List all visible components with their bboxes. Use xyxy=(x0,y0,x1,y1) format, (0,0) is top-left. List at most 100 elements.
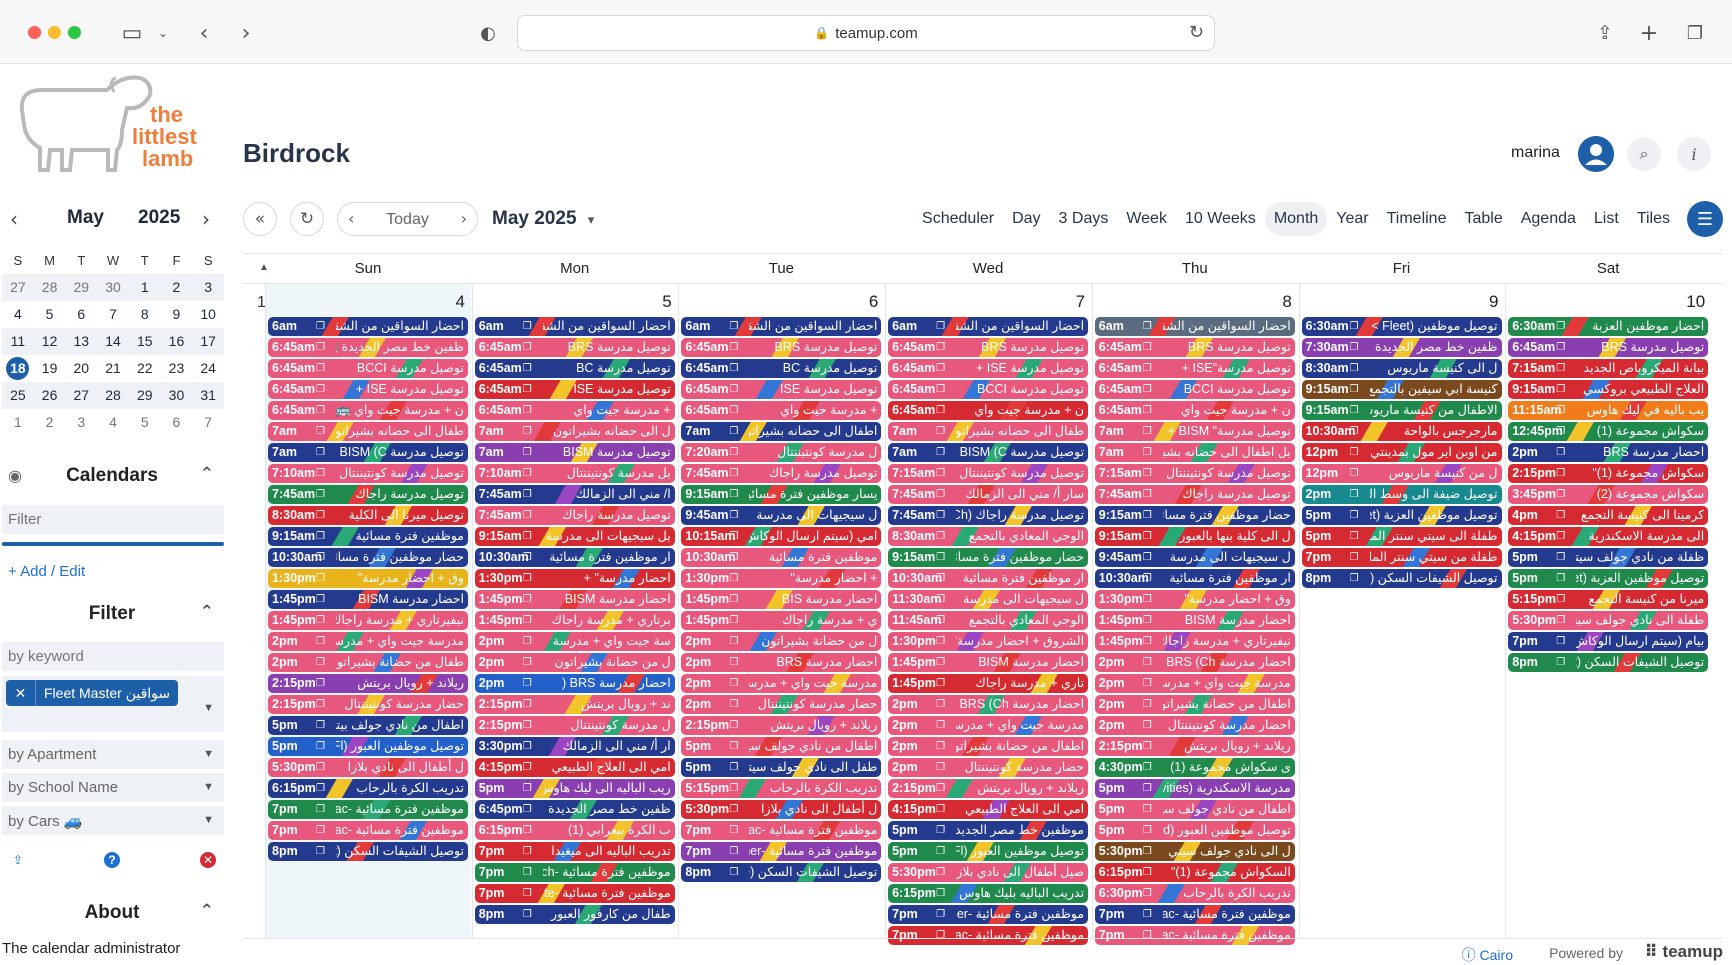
tab-agenda[interactable]: Agenda xyxy=(1520,210,1576,227)
event-chip[interactable]: 6:30pm ❐ تدريب الكرة بالرحاب xyxy=(1094,884,1295,903)
day-number[interactable]: 10 xyxy=(1686,292,1706,311)
event-chip[interactable]: 2pm ❐ احضار مدرسة BRS ( xyxy=(474,674,675,693)
mini-day[interactable]: 19 xyxy=(34,355,66,382)
event-chip[interactable]: 6:45am ❐ توصيل مدرسة BRS xyxy=(1094,338,1295,357)
event-chip[interactable]: 6:45pm ❐ ظفين خط مصر الجديدة xyxy=(474,800,675,819)
mini-day[interactable]: 6 xyxy=(161,409,193,436)
event-chip[interactable]: 8pm ❐ توصيل الشيفات السكن (Fl xyxy=(1301,569,1502,588)
minimize-window-button[interactable] xyxy=(48,26,61,39)
filter-section-header[interactable]: Filter ⌃ xyxy=(0,598,224,628)
event-chip[interactable]: 5pm ❐ توصيل موظفين العزبة (Fleet xyxy=(1508,569,1709,588)
sidebar-toggle-icon[interactable]: ▭ xyxy=(121,20,143,46)
next-period-button[interactable]: › xyxy=(460,209,467,228)
event-chip[interactable]: 2pm ❐ توصيل ضيفة الى وسط البلد xyxy=(1301,485,1502,504)
event-chip[interactable]: 6:45am ❐ توصيل مدرسة ISE + xyxy=(888,359,1089,378)
mini-day[interactable]: 29 xyxy=(65,274,97,301)
event-chip[interactable]: 7pm ❐ موظفين فترة مسائية -teac xyxy=(681,821,882,840)
event-chip[interactable]: 5pm ❐ طفل الى نادي جولف سيتي xyxy=(681,758,882,777)
event-chip[interactable]: 7pm ❐ بيام (سيتم ارسال الوكاش) xyxy=(1508,632,1709,651)
mini-day[interactable]: 3 xyxy=(65,409,97,436)
event-chip[interactable]: 6:45am ❐ ن + مدرسة جيت واي 🚌 xyxy=(268,401,468,420)
mini-day[interactable]: 14 xyxy=(97,328,129,355)
tab-list[interactable]: List xyxy=(1593,210,1619,227)
address-bar[interactable]: 🔒 teamup.com ↻ xyxy=(517,15,1215,51)
tab-table[interactable]: Table xyxy=(1464,210,1503,227)
event-chip[interactable]: 10:30am ❐ مارجرجس بالواحة xyxy=(1301,422,1502,441)
event-chip[interactable]: 1:30pm ❐ + احضار مدرسة" xyxy=(681,569,882,588)
mini-day[interactable]: 1 xyxy=(2,409,34,436)
event-chip[interactable]: 5pm ❐ اطفال من نادي جولف سيتي xyxy=(1094,800,1295,819)
event-chip[interactable]: 7pm ❐ طفلة من سيتي سنتر الماظة xyxy=(1301,548,1502,567)
event-chip[interactable]: 9:15am ❐ الاطفال من كنيسة ماريوس xyxy=(1301,401,1502,420)
event-chip[interactable]: 2:15pm ❐ ند + رويال بريتش xyxy=(474,695,675,714)
event-chip[interactable]: 9:15am ❐ كنيسة ابي سيفين بالتجمع xyxy=(1301,380,1502,399)
mini-day[interactable]: 17 xyxy=(192,328,224,355)
mini-day[interactable]: 2 xyxy=(161,274,193,301)
mini-day[interactable]: 21 xyxy=(97,355,129,382)
event-chip[interactable]: 4:15pm ❐ امي الى العلاج الطبيعي xyxy=(474,758,675,777)
event-chip[interactable]: 2pm ❐ مدرسة جيت واي + مدرسة xyxy=(888,716,1089,735)
logo[interactable]: the littlest lamb xyxy=(12,70,212,180)
event-chip[interactable]: 1:45pm ❐ برتاري + مدرسة راجاك xyxy=(474,611,675,630)
event-chip[interactable]: 2pm ❐ مدرسة جيت واي + مدرسة xyxy=(1094,674,1295,693)
mini-day[interactable]: 5 xyxy=(34,301,66,328)
event-chip[interactable]: 5:30pm ❐ ل أطفال الى نادي بلازا xyxy=(681,800,882,819)
event-chip[interactable]: 5:30pm ❐ طفلة الى نادي جولف سيتي xyxy=(1508,611,1709,630)
share-filter-icon[interactable]: ⇪ xyxy=(12,853,24,867)
event-chip[interactable]: 6:45am ❐ توصيل مدرسة BRS xyxy=(681,338,882,357)
zoom-window-button[interactable] xyxy=(68,26,81,39)
chevron-up-icon[interactable]: ⌃ xyxy=(199,464,214,484)
event-chip[interactable]: 6:15pm ❐ ب الكرة بيعرابي (1) xyxy=(474,821,675,840)
mini-day[interactable]: 28 xyxy=(97,382,129,409)
event-chip[interactable]: 2pm ❐ اطفال من حضانة بشيراتون xyxy=(888,737,1089,756)
event-chip[interactable]: 2:15pm ❐ ريلاند + رويال بريتش xyxy=(681,716,882,735)
event-chip[interactable]: 12pm ❐ ل من كنيسة ماريوس xyxy=(1301,464,1502,483)
tab-month[interactable]: Month xyxy=(1264,202,1328,236)
plus-icon[interactable]: + xyxy=(1639,20,1659,46)
event-chip[interactable]: 7:45am ❐ توصيل مدرسة راجاك xyxy=(268,485,468,504)
event-chip[interactable]: 10:30am ❐ موظفين فترة مسائية xyxy=(681,548,882,567)
event-chip[interactable]: 5pm ❐ توصيل موظفين العبور (Fl xyxy=(888,842,1089,861)
event-chip[interactable]: 6:45am ❐ توصيل مدرسة BC xyxy=(474,359,675,378)
event-chip[interactable]: 6:45am ❐ توصيل مدرسة BRS xyxy=(474,338,675,357)
event-chip[interactable]: 6:45am ❐ + مدرسة جيت واي xyxy=(474,401,675,420)
mini-day[interactable]: 12 xyxy=(34,328,66,355)
day-number[interactable]: 6 xyxy=(868,292,879,311)
previous-period-button[interactable]: ‹ xyxy=(348,209,355,228)
mini-day[interactable]: 27 xyxy=(2,274,34,301)
event-chip[interactable]: 2pm ❐ احضار مدرسة BRS xyxy=(681,653,882,672)
event-chip[interactable]: 7am ❐ بل اطفال الى حضانه بشيراتون xyxy=(1094,443,1295,462)
event-chip[interactable]: 5:30pm ❐ ل أطفال الى نادي بلازا xyxy=(268,758,468,777)
event-chip[interactable]: 6am ❐ احضار السواقين من الشقة xyxy=(1094,317,1295,336)
event-chip[interactable]: 12pm ❐ من اوبن اير مول بمدينتي xyxy=(1301,443,1502,462)
event-chip[interactable]: 6:30am ❐ توصيل موظفين (Fleet > xyxy=(1301,317,1502,336)
event-chip[interactable]: 8pm ❐ توصيل الشيفات السكن (Fleet xyxy=(1508,653,1709,672)
event-chip[interactable]: 6:45am ❐ توصيل مدرسة BC xyxy=(681,359,882,378)
event-chip[interactable]: 7:10am❐ توصيل مدرسة كونتيننتال 🚗 xyxy=(268,464,468,483)
event-chip[interactable]: 1:30pm ❐ وق + احضار مدرسة" xyxy=(268,569,468,588)
event-chip[interactable]: 7am ❐ توصيل مدرسة" BISM + xyxy=(1094,422,1295,441)
event-chip[interactable]: 10:30am ❐ ار موظفين فترة مسائية xyxy=(1094,569,1295,588)
event-chip[interactable]: 7pm ❐ موظفين فترة مسائية -teacher xyxy=(681,842,882,861)
event-chip[interactable]: 11:45am ❐ الوجي المعادي بالتجمع xyxy=(888,611,1089,630)
event-chip[interactable]: 10:30am ❐ ار موظفين فترة مسائية xyxy=(888,569,1089,588)
tab-week[interactable]: Week xyxy=(1126,210,1167,227)
about-section-header[interactable]: About ⌃ xyxy=(0,897,224,927)
event-chip[interactable]: 5pm ❐ طفلة الى سيتي سنتر الماظة xyxy=(1301,527,1502,546)
mini-day[interactable]: 18 xyxy=(2,355,34,382)
event-chip[interactable]: 5pm ❐ ظفلة من نادي جولف سيتي xyxy=(1508,548,1709,567)
event-chip[interactable]: 2pm ❐ احضار مدرسة BRS (Ch xyxy=(1094,653,1295,672)
event-chip[interactable]: 4:30pm ❐ ى سكواش مجموعة (1) xyxy=(1094,758,1295,777)
mini-day[interactable]: 4 xyxy=(2,301,34,328)
event-chip[interactable]: 9:45am ❐ ل سيجيهات الى مدرسة xyxy=(1094,548,1295,567)
chevron-up-icon[interactable]: ⌃ xyxy=(199,901,214,921)
mini-day[interactable]: 27 xyxy=(65,382,97,409)
event-chip[interactable]: 9:15am ❐ ل الى كلية بنها بالعبور xyxy=(1094,527,1295,546)
event-chip[interactable]: 2:15pm ❐ ريلاند + رويال بريتش xyxy=(1094,737,1295,756)
event-chip[interactable]: 6:45am ❐ توصيل مدرسة BCCI xyxy=(268,359,468,378)
event-chip[interactable]: 6:30am ❐ احضار موظفين العزبة xyxy=(1508,317,1709,336)
event-chip[interactable]: 11:15am ❐ يب باليه في ليك هاوس xyxy=(1508,401,1709,420)
tab-tiles[interactable]: Tiles xyxy=(1636,210,1670,227)
event-chip[interactable]: 9:45am ❐ ل سيجيهات الى مدرسة xyxy=(681,506,882,525)
event-chip[interactable]: 5pm ❐ توصيل موظفين العبور (Child xyxy=(1094,821,1295,840)
